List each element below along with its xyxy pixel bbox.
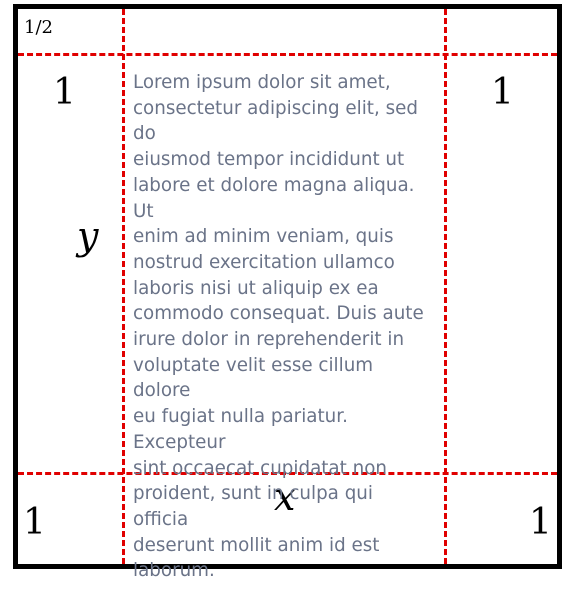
top-right-value: 1	[491, 72, 514, 113]
guide-line-bottom	[18, 472, 557, 475]
corner-fraction-label: 1/2	[24, 17, 53, 38]
lorem-ipsum-text-block: Lorem ipsum dolor sit amet, consectetur …	[133, 72, 424, 582]
guide-line-top	[18, 53, 557, 56]
guide-line-right	[444, 9, 447, 564]
top-left-value: 1	[53, 72, 76, 113]
bottom-left-value: 1	[23, 502, 46, 543]
x-variable-label: x	[274, 475, 296, 519]
y-variable-label: y	[77, 214, 99, 258]
bottom-right-value: 1	[529, 502, 552, 543]
guide-line-left	[122, 9, 125, 564]
diagram-frame	[13, 4, 562, 569]
